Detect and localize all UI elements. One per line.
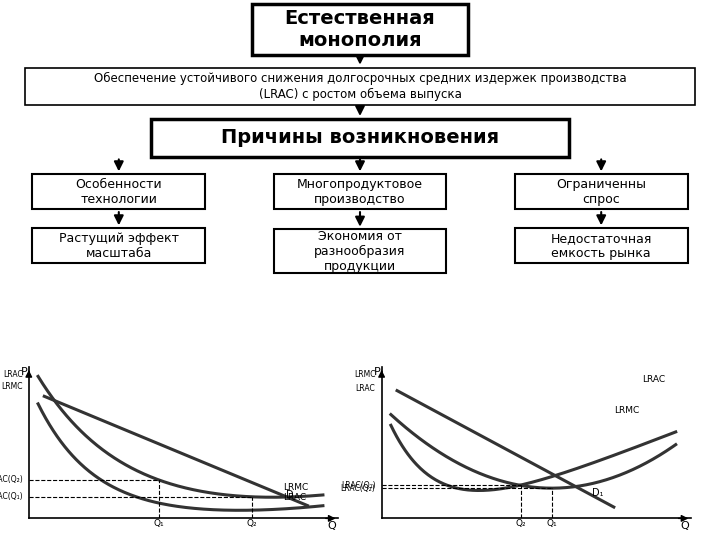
Text: Причины возникновения: Причины возникновения: [221, 128, 499, 147]
FancyBboxPatch shape: [151, 119, 569, 157]
Text: Недостаточная
емкость рынка: Недостаточная емкость рынка: [551, 232, 652, 260]
FancyBboxPatch shape: [515, 174, 688, 209]
FancyBboxPatch shape: [274, 230, 446, 273]
Text: LRAC: LRAC: [283, 493, 306, 502]
Text: D₁: D₁: [592, 488, 603, 498]
Text: P: P: [374, 367, 380, 377]
FancyBboxPatch shape: [25, 68, 695, 105]
Text: Q: Q: [328, 521, 336, 531]
Text: LRAC(Q₁): LRAC(Q₁): [341, 481, 375, 490]
FancyBboxPatch shape: [32, 174, 205, 209]
Text: Q₂: Q₂: [246, 519, 257, 528]
Text: LRAC(Q₂): LRAC(Q₂): [341, 484, 375, 492]
Text: Экономия от
разнообразия
продукции: Экономия от разнообразия продукции: [315, 230, 405, 273]
Text: Естественная
монополия: Естественная монополия: [284, 9, 436, 50]
Text: LRAC: LRAC: [3, 370, 22, 379]
Text: D: D: [286, 490, 293, 500]
Text: Многопродуктовое
производство: Многопродуктовое производство: [297, 178, 423, 206]
Text: Особенности
технологии: Особенности технологии: [76, 178, 162, 206]
Text: Ограниченны
спрос: Ограниченны спрос: [556, 178, 647, 206]
Text: LRMC: LRMC: [354, 370, 375, 379]
Text: LRAC: LRAC: [642, 375, 665, 384]
Text: LRMC: LRMC: [613, 406, 639, 415]
FancyBboxPatch shape: [515, 228, 688, 263]
Text: Q: Q: [680, 521, 689, 531]
Text: Обеспечение устойчивого снижения долгосрочных средних издержек производства
(LRA: Обеспечение устойчивого снижения долгоср…: [94, 72, 626, 100]
Text: Q₁: Q₁: [153, 519, 164, 528]
Text: LRAC(Q₂): LRAC(Q₂): [0, 475, 22, 484]
Text: LRMC: LRMC: [283, 483, 308, 492]
FancyBboxPatch shape: [32, 228, 205, 263]
Text: LRMC: LRMC: [1, 382, 22, 392]
Text: Q₂: Q₂: [516, 519, 526, 528]
Text: P: P: [21, 367, 27, 377]
Text: Q₁: Q₁: [546, 519, 557, 528]
Text: Растущий эффект
масштаба: Растущий эффект масштаба: [59, 232, 179, 260]
FancyBboxPatch shape: [252, 4, 468, 56]
FancyBboxPatch shape: [274, 174, 446, 209]
Text: LRAC(Q₁): LRAC(Q₁): [0, 492, 22, 501]
Text: LRAC: LRAC: [356, 384, 375, 393]
